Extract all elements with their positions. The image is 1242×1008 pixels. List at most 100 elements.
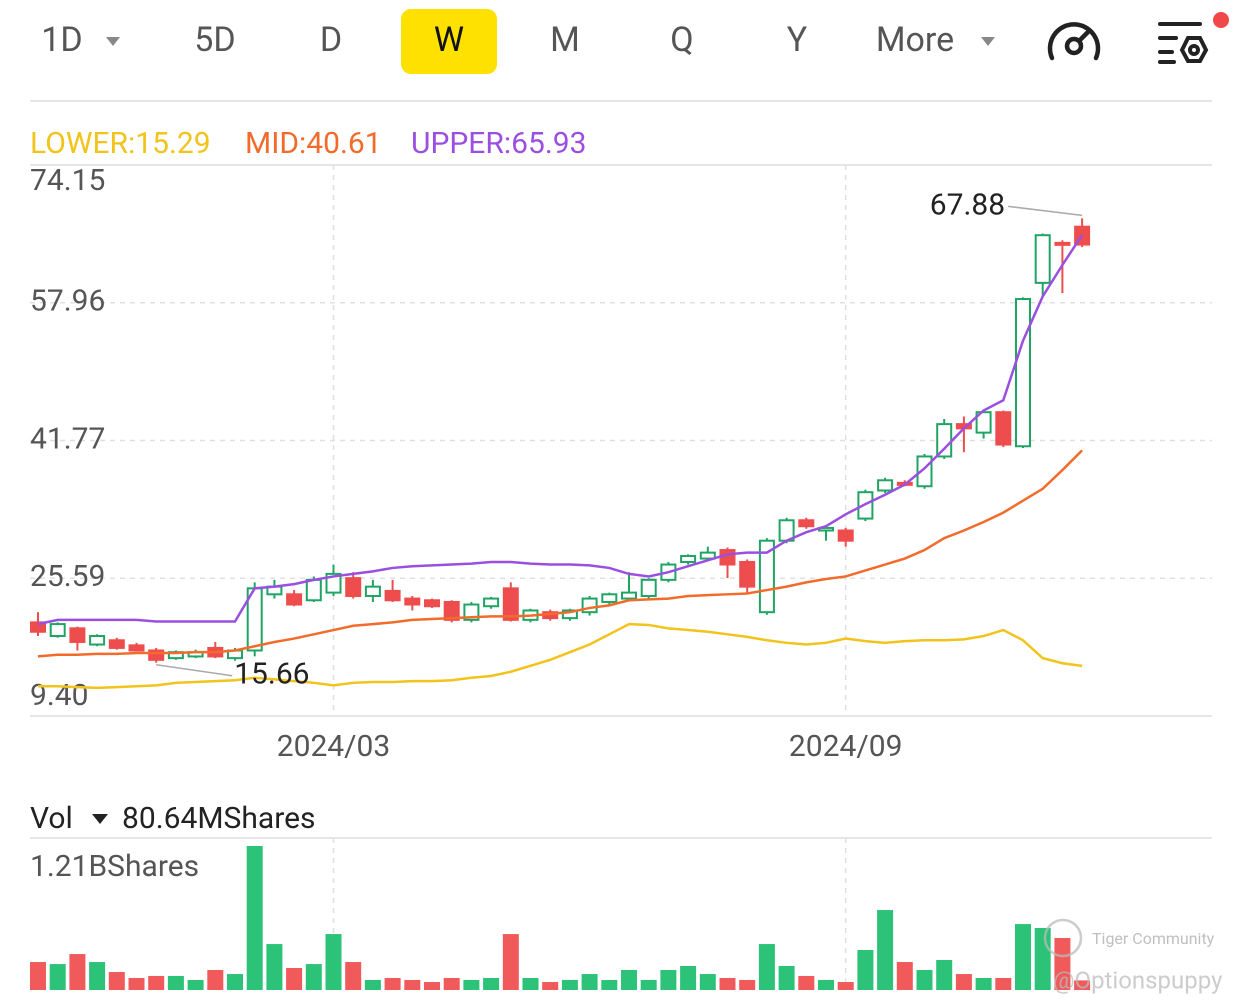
settings-icon[interactable]	[1158, 22, 1209, 64]
candle-body	[345, 577, 362, 598]
volume-bar	[719, 977, 736, 990]
volume-bar	[89, 962, 106, 990]
timeframe-tab[interactable]: M	[550, 20, 580, 60]
candle-body	[305, 578, 322, 602]
dropdown-arrow[interactable]	[981, 37, 995, 46]
candle-body	[49, 623, 66, 638]
indicator-label: MID:40.61	[245, 126, 382, 161]
candle-body	[148, 649, 165, 661]
timeframe-tab[interactable]: W	[434, 20, 464, 60]
candle-body	[758, 539, 775, 614]
volume-bar	[857, 950, 874, 990]
volume-bar	[364, 980, 381, 990]
volume-bar	[69, 954, 86, 990]
volume-bar	[1015, 924, 1031, 990]
volume-bar	[463, 980, 480, 990]
volume-bar	[739, 980, 756, 990]
candle-body	[995, 411, 1012, 446]
volume-bar	[699, 974, 716, 990]
annotation-label: 15.66	[234, 657, 309, 692]
volume-bar	[916, 970, 933, 990]
watermark-handle: @Optionspuppy	[1053, 966, 1223, 994]
candle-body	[621, 591, 637, 600]
volume-bar	[227, 974, 243, 990]
candle-body	[680, 555, 697, 563]
volume-bar	[1054, 937, 1071, 990]
volume-title[interactable]: Vol	[30, 801, 73, 836]
notification-dot	[1213, 12, 1229, 28]
volume-bar	[443, 977, 460, 990]
volume-bar	[305, 964, 322, 990]
volume-bar	[384, 977, 401, 990]
timeframe-tab[interactable]: 1D	[41, 20, 82, 60]
timeframe-tab[interactable]: Y	[787, 20, 808, 60]
x-tick-label: 2024/09	[789, 729, 903, 764]
candle-body	[640, 578, 657, 598]
volume-bar	[148, 975, 165, 990]
dropdown-arrow[interactable]	[92, 814, 108, 824]
volume-bar	[246, 846, 263, 990]
volume-bar	[345, 962, 362, 990]
candle-body	[699, 551, 716, 560]
volume-bar	[522, 977, 539, 990]
annotation-leader	[156, 663, 233, 677]
boll-line	[38, 622, 1083, 690]
candle-body	[483, 597, 500, 608]
candle-body	[404, 597, 421, 606]
timeframe-tab[interactable]: 5D	[194, 20, 235, 60]
candle-body	[443, 600, 460, 621]
volume-bar	[581, 974, 598, 990]
candle-body	[837, 529, 854, 542]
y-tick-label: 9.40	[30, 678, 89, 713]
watermark: Tiger Community @Optionspuppy	[1043, 918, 1223, 994]
candle-body	[502, 587, 519, 621]
watermark-brand: Tiger Community	[1092, 929, 1215, 948]
volume-bar	[286, 967, 303, 990]
volume-bar	[601, 980, 618, 990]
gauge-icon[interactable]	[1047, 22, 1101, 61]
volume-bar	[404, 980, 421, 990]
volume-bar	[30, 962, 46, 990]
volume-bar	[424, 982, 440, 990]
candle-body	[424, 599, 440, 608]
candle-body	[364, 585, 381, 598]
boll-line	[37, 234, 1084, 626]
volume-bar	[680, 965, 697, 990]
x-tick-label: 2024/03	[277, 729, 391, 764]
volume-bar	[542, 982, 559, 990]
volume-bar	[49, 964, 66, 990]
timeframe-tab[interactable]: D	[320, 20, 342, 60]
candle-body	[719, 549, 736, 566]
volume-bar	[995, 977, 1012, 990]
volume-bar	[660, 970, 677, 990]
y-tick-label: 74.15	[30, 163, 105, 198]
volume-bar	[896, 962, 913, 990]
indicator-label: UPPER:65.93	[411, 126, 586, 161]
candle-body	[128, 644, 145, 652]
y-tick-label: 1.21BShares	[30, 849, 199, 884]
volume-bar	[837, 982, 854, 990]
annotation-label: 67.88	[930, 187, 1005, 222]
volume-bar	[325, 934, 342, 990]
y-tick-label: 25.59	[30, 559, 105, 594]
volume-bar	[936, 960, 953, 990]
candle-body	[30, 621, 46, 633]
timeframe-tab[interactable]: More	[876, 20, 954, 60]
watermark-logo	[1043, 918, 1083, 958]
candle-body	[561, 609, 578, 620]
candle-body	[384, 589, 401, 602]
volume-bar	[561, 980, 578, 990]
dropdown-arrow[interactable]	[106, 37, 120, 46]
timeframe-tab[interactable]: Q	[670, 20, 693, 60]
volume-bar	[640, 980, 657, 990]
volume-bar	[1074, 980, 1091, 990]
candle-body	[89, 635, 106, 646]
candle-body	[1034, 234, 1051, 284]
y-tick-label: 57.96	[30, 284, 105, 319]
annotation-leader	[1008, 205, 1083, 217]
active-tab-highlight	[401, 9, 497, 74]
volume-bar	[167, 975, 184, 990]
volume-bar	[483, 977, 500, 990]
